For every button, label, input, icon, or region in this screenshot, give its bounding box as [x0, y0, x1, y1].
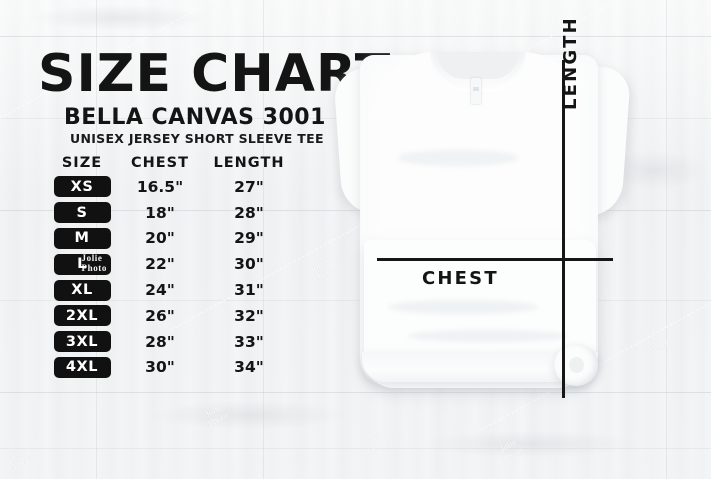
size-badge: S [53, 202, 111, 224]
table-row: S 18" 28" [46, 200, 296, 226]
table-header-row: SIZE CHEST LENGTH [46, 152, 296, 174]
size-badge: XS [53, 176, 111, 198]
wood-grain [263, 0, 264, 479]
length-value: 33" [234, 332, 264, 351]
fabric-fold [398, 150, 518, 166]
length-value: 29" [234, 229, 264, 248]
wood-grain [420, 430, 640, 458]
size-badge: 4XL [53, 356, 111, 378]
tshirt-diagram: LENGTH CHEST [333, 0, 711, 479]
size-badge: M [53, 227, 111, 249]
size-cell: XL [46, 279, 118, 301]
page-title: SIZE CHART [38, 44, 392, 104]
plank-seam [0, 210, 711, 211]
size-badge: XL [53, 279, 111, 301]
length-measurement-line [562, 60, 565, 398]
fabric-fold [408, 330, 568, 342]
column-header-length: LENGTH [213, 155, 285, 171]
brand-name: BELLA CANVAS 3001 [64, 105, 326, 130]
watermark-line1: Jolie [81, 252, 103, 263]
table-row: L Jolie Photo 22" 30" [46, 251, 296, 277]
chest-value: 16.5" [136, 177, 184, 196]
chest-value: 22" [145, 255, 175, 274]
product-description: UNISEX JERSEY SHORT SLEEVE TEE [70, 131, 324, 146]
size-table: SIZE CHEST LENGTH XS 16.5" 27" S 18" 28"… [46, 152, 296, 380]
size-cell: M [46, 227, 118, 249]
table-row: 3XL 28" 33" [46, 329, 296, 355]
size-cell: 2XL [46, 305, 118, 327]
table-row: XL 24" 31" [46, 277, 296, 303]
wood-grain [150, 400, 350, 430]
column-header-size: SIZE [61, 155, 103, 171]
tshirt-hem-roll-inner [569, 357, 584, 373]
table-row: 2XL 26" 32" [46, 303, 296, 329]
plank-seam [0, 300, 711, 301]
watermark-line2: Photo [81, 262, 107, 273]
chest-label: CHEST [422, 268, 499, 289]
length-value: 34" [234, 358, 264, 377]
table-row: 4XL 30" 34" [46, 355, 296, 381]
chest-measurement-line [377, 258, 613, 261]
chest-value: 28" [145, 332, 175, 351]
chest-value: 18" [145, 203, 175, 222]
tshirt-neck-tag [471, 78, 481, 104]
wood-grain [666, 0, 667, 479]
fabric-fold [388, 300, 538, 314]
size-cell: L Jolie Photo [46, 253, 118, 275]
chest-value: 26" [145, 306, 175, 325]
table-row: M 20" 29" [46, 226, 296, 252]
plank-seam [0, 36, 711, 37]
size-badge: L Jolie Photo [53, 253, 111, 275]
table-row: XS 16.5" 27" [46, 174, 296, 200]
size-badge: 3XL [53, 331, 111, 353]
chest-value: 24" [145, 281, 175, 300]
length-label: LENGTH [560, 16, 581, 110]
chest-value: 30" [145, 358, 175, 377]
size-badge-label: L [77, 256, 87, 273]
length-value: 32" [234, 306, 264, 325]
column-header-chest: CHEST [130, 155, 189, 171]
chest-value: 20" [145, 229, 175, 248]
size-cell: 4XL [46, 356, 118, 378]
watermark-text: Jolie Photo [82, 253, 108, 273]
length-value: 31" [234, 281, 264, 300]
length-value: 28" [234, 203, 264, 222]
length-value: 27" [234, 177, 264, 196]
length-value: 30" [234, 255, 264, 274]
plank-seam [0, 392, 711, 393]
size-cell: 3XL [46, 331, 118, 353]
plank-seam [0, 448, 711, 449]
size-badge: 2XL [53, 305, 111, 327]
size-cell: XS [46, 176, 118, 198]
tshirt-collar-inner [437, 52, 519, 79]
size-cell: S [46, 202, 118, 224]
wood-grain [30, 5, 210, 31]
